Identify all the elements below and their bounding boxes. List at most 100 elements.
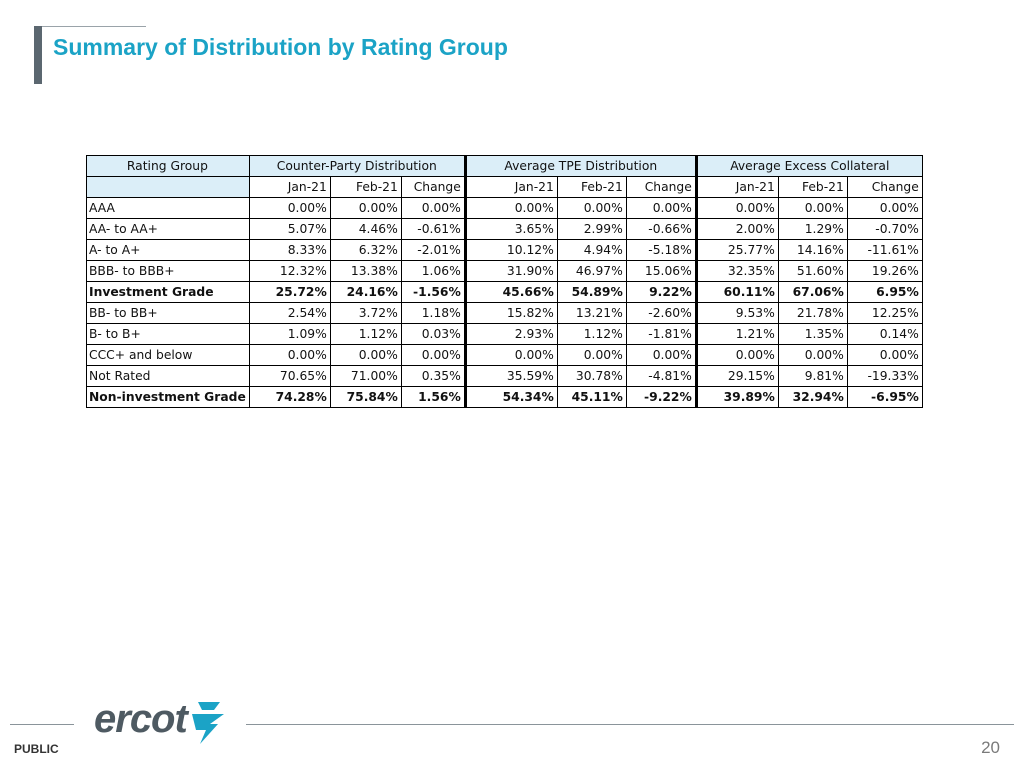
value-cell: 0.00%	[777, 344, 848, 366]
table-row: AA- to AA+ 5.07% 4.46% -0.61% 3.65% 2.99% -0.6…	[86, 218, 923, 240]
value-cell: 60.11%	[694, 281, 779, 303]
value-cell: 24.16%	[329, 281, 402, 303]
value-cell: 1.35%	[777, 323, 848, 345]
value-cell: 9.22%	[625, 281, 697, 303]
header-average-excess-collateral: Average Excess Collateral	[694, 155, 923, 177]
value-cell: 21.78%	[777, 302, 848, 324]
value-cell: 0.00%	[329, 197, 402, 219]
value-cell: -0.70%	[846, 218, 923, 240]
value-cell: 0.00%	[400, 197, 466, 219]
page-number: 20	[981, 738, 1000, 757]
value-cell: 29.15%	[694, 365, 779, 387]
title-rule	[42, 26, 146, 27]
value-cell: 0.00%	[777, 197, 848, 219]
value-cell: 0.00%	[846, 344, 923, 366]
value-cell: 6.95%	[846, 281, 923, 303]
value-cell: -1.56%	[400, 281, 466, 303]
footer-rule-left	[10, 724, 74, 725]
value-cell: -0.61%	[400, 218, 466, 240]
rating-group-cell: Non-investment Grade	[86, 386, 250, 408]
title-accent-bar	[34, 26, 42, 84]
value-cell: 0.35%	[400, 365, 466, 387]
value-cell: 45.11%	[556, 386, 627, 408]
value-cell: 0.00%	[556, 344, 627, 366]
value-cell: 54.89%	[556, 281, 627, 303]
value-cell: 1.12%	[556, 323, 627, 345]
rating-group-cell: A- to A+	[86, 239, 250, 261]
value-cell: 1.29%	[777, 218, 848, 240]
rating-group-cell: BB- to BB+	[86, 302, 250, 324]
value-cell: -2.01%	[400, 239, 466, 261]
value-cell: 0.00%	[463, 197, 558, 219]
value-cell: 14.16%	[777, 239, 848, 261]
rating-group-cell: BBB- to BBB+	[86, 260, 250, 282]
value-cell: 0.00%	[846, 197, 923, 219]
value-cell: 1.56%	[400, 386, 466, 408]
distribution-table: Rating Group Counter-Party Distribution …	[86, 155, 923, 408]
value-cell: -11.61%	[846, 239, 923, 261]
value-cell: 75.84%	[329, 386, 402, 408]
rating-group-cell: CCC+ and below	[86, 344, 250, 366]
value-cell: 12.32%	[248, 260, 331, 282]
value-cell: 1.21%	[694, 323, 779, 345]
value-cell: 13.38%	[329, 260, 402, 282]
value-cell: 71.00%	[329, 365, 402, 387]
footer-rule-right	[246, 724, 1014, 725]
value-cell: -6.95%	[846, 386, 923, 408]
value-cell: 6.32%	[329, 239, 402, 261]
table-row: BB- to BB+ 2.54% 3.72% 1.18% 15.82% 13.21% -2.…	[86, 302, 923, 324]
value-cell: 9.81%	[777, 365, 848, 387]
value-cell: 67.06%	[777, 281, 848, 303]
classification-label: PUBLIC	[14, 742, 59, 756]
value-cell: 19.26%	[846, 260, 923, 282]
value-cell: 3.72%	[329, 302, 402, 324]
value-cell: 9.53%	[694, 302, 779, 324]
value-cell: 0.00%	[248, 197, 331, 219]
table-row: A- to A+ 8.33% 6.32% -2.01% 10.12% 4.94% -5.18…	[86, 239, 923, 261]
value-cell: -9.22%	[625, 386, 697, 408]
value-cell: 0.00%	[248, 344, 331, 366]
table-row: B- to B+ 1.09% 1.12% 0.03% 2.93% 1.12% -1.81% 1…	[86, 323, 923, 345]
value-cell: 39.89%	[694, 386, 779, 408]
subheader-jan-21: Jan-21	[694, 176, 779, 198]
value-cell: 2.99%	[556, 218, 627, 240]
table-row: CCC+ and below 0.00% 0.00% 0.00% 0.00% 0.00% 0…	[86, 344, 923, 366]
value-cell: 2.93%	[463, 323, 558, 345]
value-cell: 2.00%	[694, 218, 779, 240]
value-cell: 10.12%	[463, 239, 558, 261]
value-cell: 1.12%	[329, 323, 402, 345]
table-row: Non-investment Grade 74.28% 75.84% 1.56% 54.…	[86, 386, 923, 408]
subheader-change: Change	[625, 176, 697, 198]
rating-group-cell: AA- to AA+	[86, 218, 250, 240]
value-cell: 0.00%	[694, 344, 779, 366]
subheader-blank	[86, 176, 250, 198]
table-header-row: Rating Group Counter-Party Distribution …	[86, 155, 923, 177]
value-cell: 35.59%	[463, 365, 558, 387]
value-cell: 70.65%	[248, 365, 331, 387]
subheader-feb-21: Feb-21	[329, 176, 402, 198]
rating-group-cell: Investment Grade	[86, 281, 250, 303]
subheader-jan-21: Jan-21	[463, 176, 558, 198]
value-cell: -1.81%	[625, 323, 697, 345]
value-cell: 0.00%	[625, 344, 697, 366]
value-cell: 0.00%	[400, 344, 466, 366]
value-cell: 4.94%	[556, 239, 627, 261]
value-cell: -2.60%	[625, 302, 697, 324]
value-cell: 0.00%	[329, 344, 402, 366]
subheader-feb-21: Feb-21	[777, 176, 848, 198]
table-row: BBB- to BBB+ 12.32% 13.38% 1.06% 31.90% 46.97…	[86, 260, 923, 282]
value-cell: 0.00%	[625, 197, 697, 219]
subheader-change: Change	[846, 176, 923, 198]
value-cell: 1.09%	[248, 323, 331, 345]
value-cell: 25.72%	[248, 281, 331, 303]
ercot-logo-text: ercot	[94, 697, 188, 741]
table-row: Investment Grade 25.72% 24.16% -1.56% 45.66%…	[86, 281, 923, 303]
value-cell: 13.21%	[556, 302, 627, 324]
value-cell: 32.94%	[777, 386, 848, 408]
subheader-change: Change	[400, 176, 466, 198]
value-cell: -5.18%	[625, 239, 697, 261]
table-row: Not Rated 70.65% 71.00% 0.35% 35.59% 30.78% -4…	[86, 365, 923, 387]
value-cell: 0.00%	[556, 197, 627, 219]
rating-group-cell: B- to B+	[86, 323, 250, 345]
value-cell: 0.00%	[694, 197, 779, 219]
